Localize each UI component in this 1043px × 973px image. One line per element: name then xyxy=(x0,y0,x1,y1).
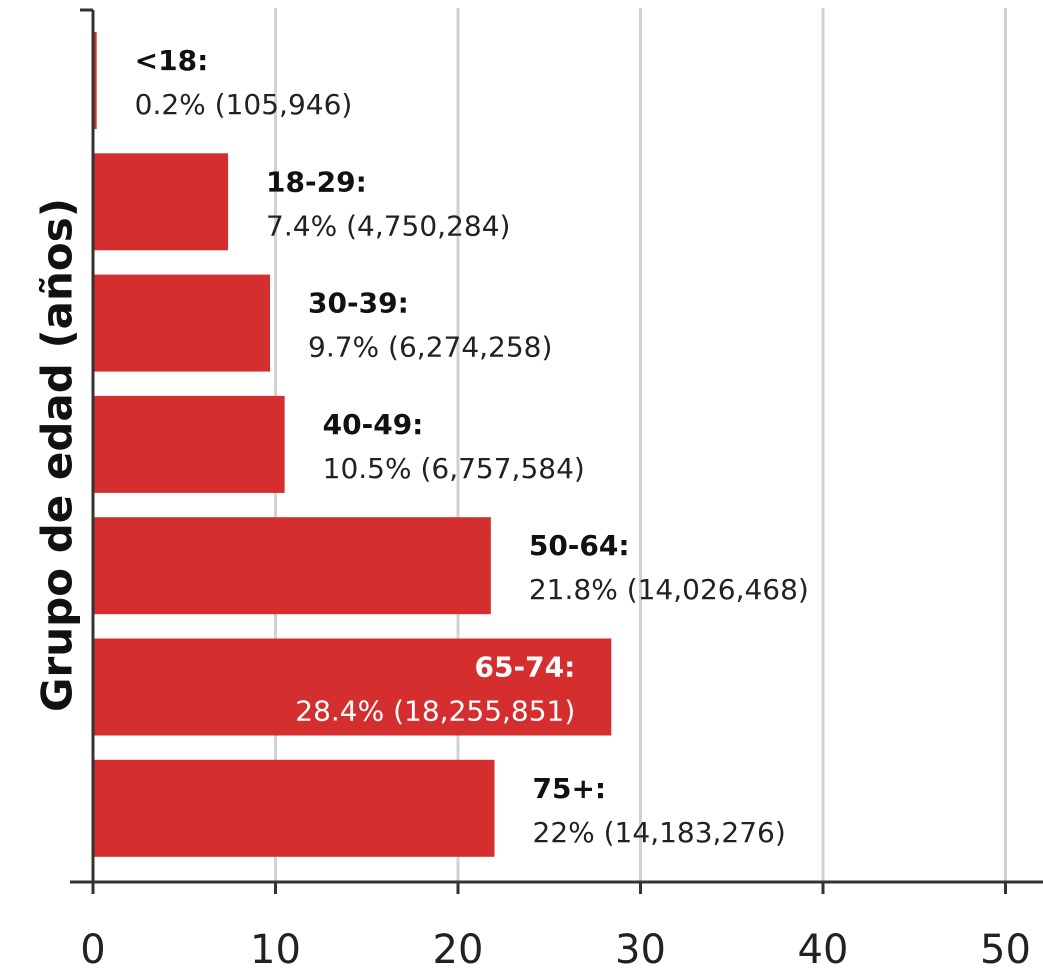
x-tick-label: 0 xyxy=(80,927,105,973)
bar-50-64 xyxy=(93,517,491,615)
x-tick-label: 20 xyxy=(433,927,484,973)
bar-75+ xyxy=(93,759,495,857)
x-tick-label: 10 xyxy=(250,927,301,973)
bar-value-label: 7.4% (4,750,284) xyxy=(266,209,510,242)
bar-value-label: 28.4% (18,255,851) xyxy=(295,695,575,728)
x-tick-label: 50 xyxy=(980,927,1031,973)
bar-category-label: <18: xyxy=(135,44,209,77)
gridlines xyxy=(274,8,1007,882)
bar-category-label: 65-74: xyxy=(475,651,576,684)
bar-30-39 xyxy=(93,274,271,372)
x-tick-label: 40 xyxy=(798,927,849,973)
bar-40-49 xyxy=(93,395,285,493)
bar-value-label: 10.5% (6,757,584) xyxy=(323,452,585,485)
bar-category-label: 30-39: xyxy=(308,287,409,320)
bar-value-label: 22% (14,183,276) xyxy=(533,816,786,849)
bar-category-label: 40-49: xyxy=(323,408,424,441)
bar-category-label: 75+: xyxy=(533,772,607,805)
bar-18-29 xyxy=(93,153,229,251)
bar-value-label: 9.7% (6,274,258) xyxy=(308,331,552,364)
bar-65-74 xyxy=(93,638,612,736)
x-tick-label: 30 xyxy=(615,927,666,973)
bars xyxy=(93,32,612,857)
y-axis-title: Grupo de edad (años) xyxy=(33,198,82,712)
bar-value-label: 21.8% (14,026,468) xyxy=(529,573,809,606)
x-tick-labels: 0 10 20 30 40 50 xyxy=(80,927,1031,973)
bar-<18 xyxy=(93,32,97,129)
axes xyxy=(70,8,1043,894)
bar-value-label: 0.2% (105,946) xyxy=(135,88,353,121)
bar-category-label: 50-64: xyxy=(529,529,630,562)
bar-labels: <18: 0.2% (105,946) 18-29: 7.4% (4,750,284)… xyxy=(135,44,809,849)
bar-category-label: 18-29: xyxy=(266,165,367,198)
